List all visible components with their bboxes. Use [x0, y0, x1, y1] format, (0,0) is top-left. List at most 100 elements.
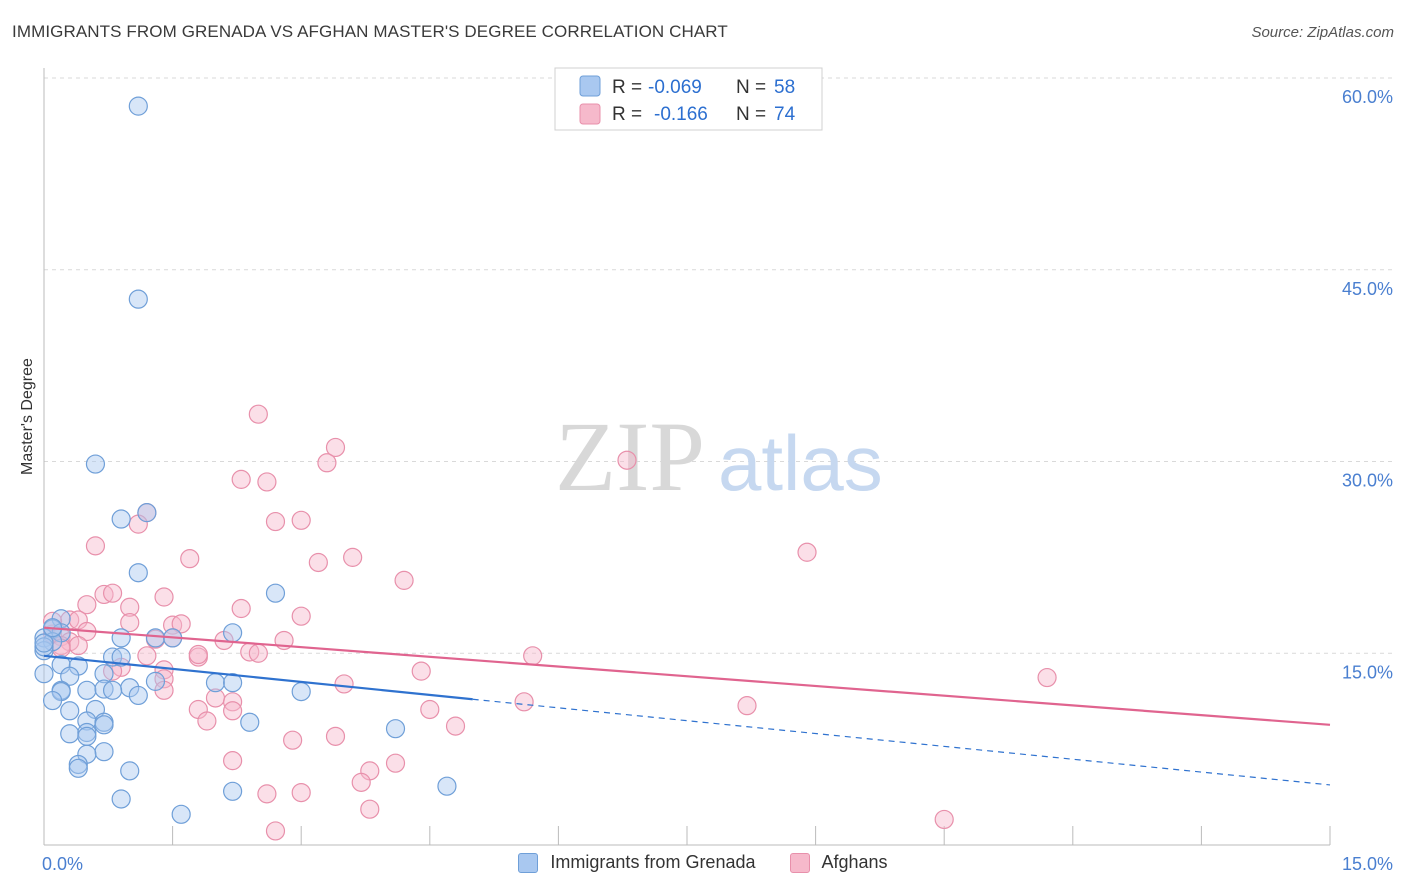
grenada-point — [385, 719, 406, 739]
grenada-point — [205, 673, 226, 693]
afghans-point — [1037, 667, 1057, 688]
afghans-point — [308, 552, 328, 573]
afghans-point — [154, 587, 174, 607]
axes — [43, 68, 1331, 846]
grenada-point — [128, 96, 148, 116]
afghans-point — [334, 674, 354, 694]
watermark-atlas: atlas — [718, 419, 883, 507]
grenada-point — [145, 671, 166, 691]
grenada-point — [128, 289, 148, 309]
legend-r-label-1: R = — [612, 77, 642, 98]
afghans-point — [411, 661, 431, 681]
afghans-point — [120, 612, 140, 633]
afghans-point — [231, 469, 251, 489]
grenada-trend-line — [43, 654, 473, 701]
legend-item-afghans: Afghans — [789, 852, 888, 873]
legend-box: R = -0.069 N = 58 R = -0.166 N = 74 — [554, 67, 823, 131]
afghans-point — [265, 511, 286, 532]
y-tick-label-3: 60.0% — [1342, 87, 1393, 107]
grenada-point — [111, 628, 131, 648]
afghans-point — [291, 510, 311, 530]
afghans-point — [291, 606, 311, 626]
grenada-point — [171, 804, 191, 824]
chart-title: IMMIGRANTS FROM GRENADA VS AFGHAN MASTER… — [12, 22, 728, 41]
legend-n-label-1: N = — [736, 77, 766, 98]
afghans-point — [325, 726, 346, 746]
afghans-point — [343, 547, 363, 567]
grenada-trend-extension — [472, 698, 1331, 786]
grenada-point — [42, 690, 63, 711]
afghans-point — [351, 772, 371, 792]
grenada-point — [60, 701, 80, 721]
afghans-point — [77, 595, 97, 615]
y-tick-label-1: 30.0% — [1342, 471, 1393, 491]
legend-swatch-afghans-bottom — [789, 852, 810, 873]
grenada-point — [137, 503, 157, 523]
grenada-point — [223, 623, 243, 643]
afghans-point — [385, 753, 406, 773]
grid — [44, 77, 1392, 654]
grenada-point — [85, 454, 106, 474]
afghans-point — [514, 692, 534, 712]
afghans-point — [188, 644, 208, 665]
source-label: Source: ZipAtlas.com — [1251, 24, 1394, 41]
afghans-point — [265, 821, 286, 841]
afghans-point — [223, 701, 243, 721]
legend-label-grenada: Immigrants from Grenada — [550, 852, 756, 872]
afghans-point — [180, 549, 200, 569]
afghans-point — [934, 809, 954, 830]
grenada-point — [111, 789, 131, 809]
grenada-point — [111, 647, 131, 667]
x-tick-label-0: 0.0% — [42, 854, 83, 874]
trend-lines — [43, 626, 1331, 786]
grenada-point — [120, 761, 140, 781]
legend-swatch-afghans — [579, 103, 601, 125]
afghans-point — [283, 730, 303, 750]
afghans-point — [360, 799, 380, 819]
legend-label-afghans: Afghans — [821, 852, 888, 872]
grenada-point — [60, 724, 80, 744]
grenada-point — [111, 509, 131, 529]
grenada-point — [77, 680, 97, 700]
y-tick-label-0: 15.0% — [1342, 662, 1393, 682]
grenada-point — [145, 628, 166, 648]
legend-r-value-2: -0.166 — [654, 104, 708, 125]
grenada-points — [34, 96, 457, 824]
afghans-point — [231, 598, 251, 619]
legend-n-label-2: N = — [736, 104, 766, 125]
tick-labels: 15.0% 30.0% 45.0% 60.0% 0.0% 15.0% — [42, 87, 1393, 874]
grenada-point — [128, 685, 148, 706]
afghans-points — [42, 404, 1057, 841]
legend-r-label-2: R = — [612, 104, 642, 125]
x-tick-label-1: 15.0% — [1342, 854, 1393, 874]
grenada-point — [437, 776, 457, 796]
afghans-point — [171, 614, 191, 634]
grenada-point — [223, 781, 243, 801]
legend-item-grenada: Immigrants from Grenada — [518, 852, 756, 873]
grenada-point — [94, 664, 114, 684]
grenada-point — [240, 712, 260, 732]
y-tick-label-2: 45.0% — [1342, 279, 1393, 299]
afghans-point — [737, 696, 757, 716]
grenada-point — [77, 726, 97, 746]
grenada-point — [94, 742, 114, 762]
grenada-point — [34, 633, 54, 653]
afghans-point — [317, 453, 337, 473]
legend-r-value-1: -0.069 — [648, 77, 702, 98]
afghans-point — [68, 635, 88, 656]
afghans-point — [523, 646, 543, 666]
bottom-legend: Immigrants from Grenada Afghans — [0, 852, 1406, 873]
afghans-point — [197, 711, 217, 731]
afghans-point — [120, 597, 140, 617]
afghans-point — [257, 784, 277, 804]
grenada-point — [34, 664, 54, 684]
afghans-point — [248, 404, 268, 424]
afghans-point — [420, 699, 440, 720]
grenada-point — [60, 666, 80, 686]
afghans-point — [257, 472, 277, 492]
grenada-point — [128, 563, 148, 583]
legend-swatch-grenada — [579, 75, 601, 97]
afghans-point — [291, 782, 311, 803]
afghans-point — [394, 570, 414, 590]
